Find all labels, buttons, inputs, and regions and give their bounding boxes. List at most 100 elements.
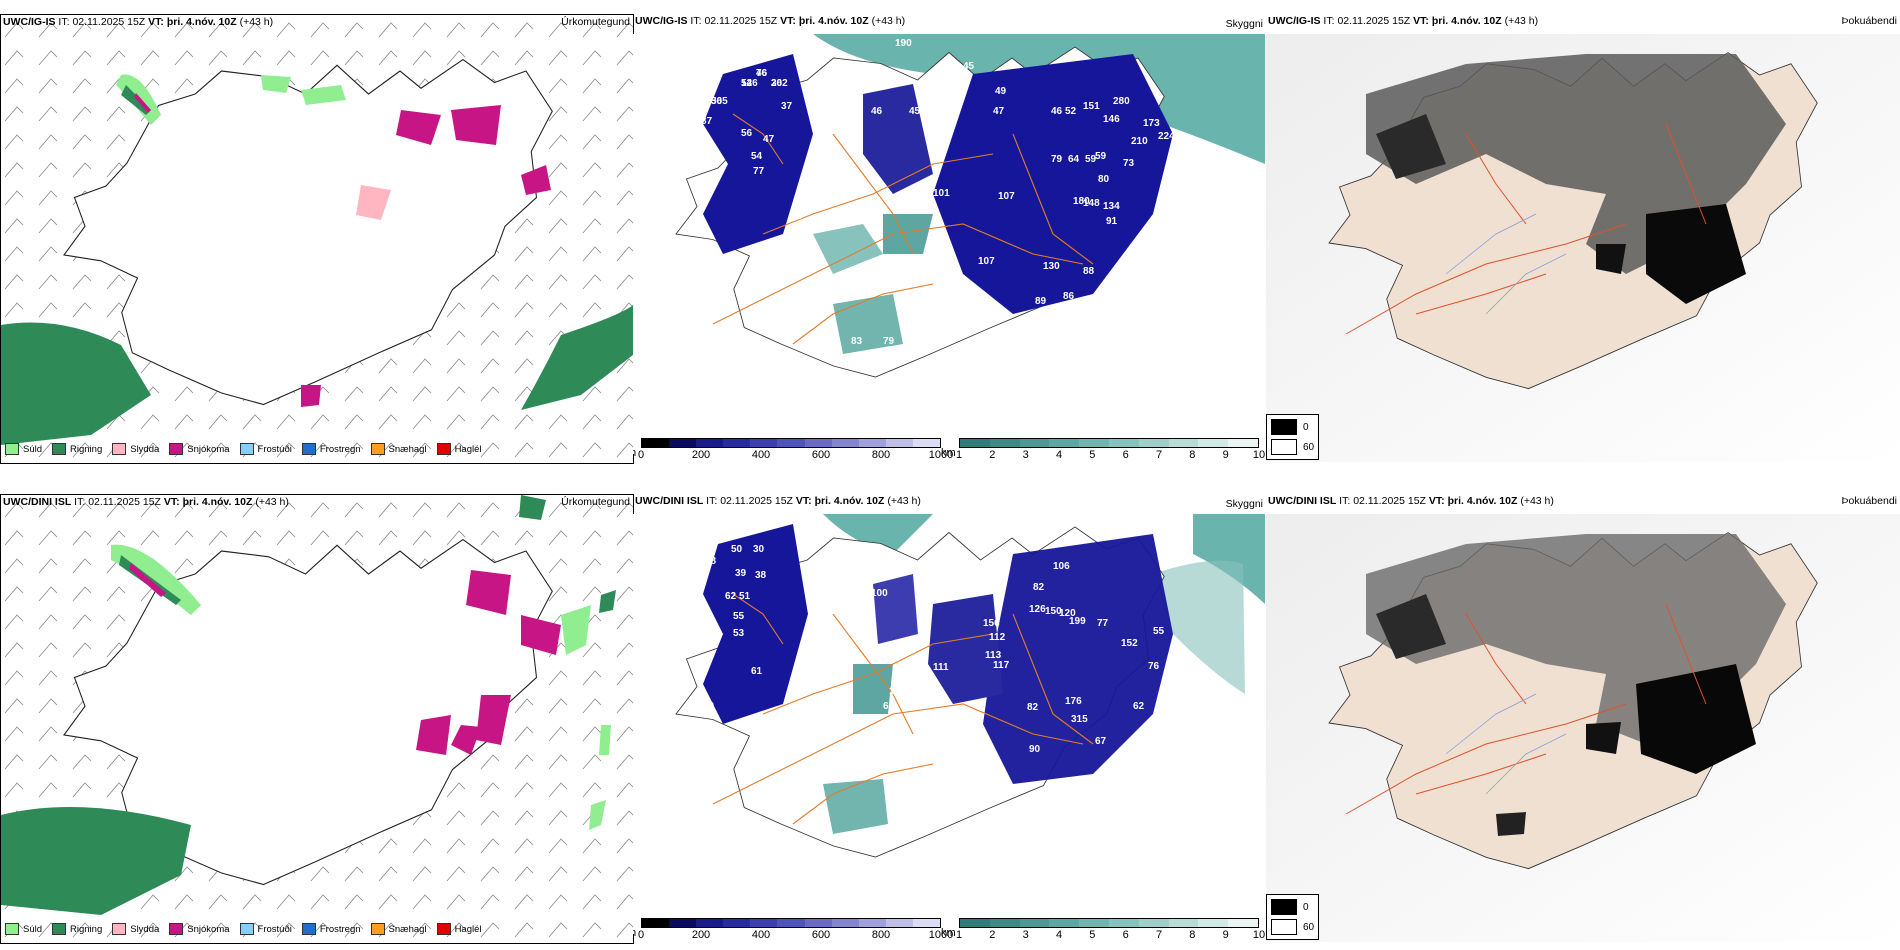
cloud-base-value: 120 [888,381,905,392]
cbar-segment [804,439,832,447]
legend-item: Frostregn [301,443,361,455]
cloud-base-value: 88 [1083,266,1095,277]
cloud-base-value: 79 [1051,154,1063,165]
legend-label: Frostregn [319,923,361,935]
legend-swatch [301,443,316,455]
precip-type-label: Úrkomutegund [561,496,630,508]
legend-swatch [112,443,127,455]
cloud-base-value: 199 [1069,616,1086,627]
cbar-segment [1198,919,1229,927]
cloud-base-value: 139 [889,686,906,697]
cloud-base-value: 47 [993,106,1005,117]
cbar-tick: 7 [1155,449,1163,461]
cbar-tick: 2 [989,929,996,941]
legend-item: Snjókoma [169,443,230,455]
cloud-base-value: 77 [1097,618,1109,629]
cbar-tick: 4 [1055,449,1063,461]
legend-swatch [52,923,67,935]
cloud-base-value: 146 [1103,114,1120,125]
cbar-tick: 10 [1252,929,1265,941]
legend-swatch [5,443,19,455]
cloud-base-value: 79 [883,336,895,347]
cbar-segment [912,919,941,927]
cbar-tick: 800 [871,929,891,941]
legend-label: Haglél [454,443,482,455]
cloud-base-value: 45 [963,61,975,72]
cbar-tick: 600 [811,449,831,461]
legend-label: Súld [23,443,43,455]
cbar-segment [989,439,1020,447]
cloud-base-value: 80 [1098,174,1110,185]
cloud-base-value: 180 [1073,196,1090,207]
precip-type-panel-1: UWC/IG-IS IT: 02.11.2025 15Z VT: þri. 4.… [0,14,634,464]
legend-label: Frostúði [257,923,292,935]
cbar-segment [1108,919,1139,927]
legend-swatch [370,443,385,455]
cbar-tick: 5 [1089,449,1096,461]
cloud-base-value: 210 [1131,136,1148,147]
cbar-segment [1019,439,1050,447]
cloud-label: Skyggni [1225,498,1263,510]
cloud-base-value: 56 [711,96,723,107]
cloud-base-value: 120 [1059,608,1076,619]
cbar-segment [960,439,990,447]
cloud-base-value: 280 [1113,96,1130,107]
cloud-base-value: 45 [909,106,921,117]
cloud-base-value: 90 [1029,744,1041,755]
cloud-base-value: 89 [1035,296,1047,307]
cloud-base-value: 37 [781,101,793,112]
cbar-segment [1168,439,1199,447]
cloud-base-value: 107 [998,191,1015,202]
cloud-base-value: 176 [1065,696,1082,707]
fog-label: Þokuábendi [1841,495,1897,507]
cloud-base-value: 148 [1083,198,1100,209]
cbar-segment [1079,439,1109,447]
cbar-km: km 1 2 3 4 5 6 7 8 9 10 [941,438,1265,462]
cloud-base-value: 46 [756,68,768,79]
legend-label: Slydda [130,443,160,455]
precip-legend: Súld Rigning Slydda Snjókoma Frostúði Frostre… [5,923,482,935]
legend-item: Snjókoma [169,923,230,935]
cloud-base-value: 48 [705,556,717,567]
cloud-base-value: 173 [1143,118,1160,129]
cloud-base-value: 64 [1068,154,1080,165]
cbar-tick: 600 [811,929,831,941]
cbar-segment [1168,919,1199,927]
panel-title: UWC/IG-IS IT: 02.11.2025 15Z VT: þri. 4.… [1268,15,1539,27]
cloud-base-value: 55 [733,611,745,622]
cloud-base-value: 156 [983,618,1000,629]
cloud-base-value: 111 [933,662,949,673]
cloud-panel-1: 50 46 52 30 56 37 87 56 47 54 77 63 46 45 48 45 49 47 46 52… [633,14,1265,462]
cbar-tick: 10 [1252,449,1265,461]
cbar-tick: 0 [637,449,645,461]
cloud-base-value: 39 [735,568,747,579]
legend-item: Frostregn [301,923,361,935]
cloud-base-value: 126 [1029,604,1046,615]
cloud-base-value: 117 [993,660,1010,671]
legend-label: Snæhagl [388,443,427,455]
legend-item: Súld [5,923,42,935]
legend-swatch [5,923,19,935]
cloud-base-value: 122 [915,718,932,729]
legend-label: Súld [23,923,43,935]
precip-type-label: Úrkomutegund [561,16,630,28]
cloud-base-value: 224 [1158,131,1175,142]
cbar-tick: 1 [955,929,963,941]
legend-item: Rigning [52,443,102,455]
cloud-base-value: 106 [1053,561,1070,572]
cbar-segment [1079,919,1109,927]
cloud-base-value: 52 [1065,106,1077,117]
cloud-base-value: 135 [839,746,856,757]
cbar-segment [696,919,724,927]
legend-swatch [239,443,254,455]
cbar-tick: 9 [1222,929,1229,941]
cloud-base-value: 190 [895,38,912,49]
legend-label: Frostregn [319,443,361,455]
cloud-base-value: 77 [753,166,765,177]
cloud-base-value: 59 [1085,154,1097,165]
legend-swatch [301,923,316,935]
cbar-tick: 0 [637,929,645,941]
cbar-segment [750,439,778,447]
cloud-base-value: 30 [753,544,765,555]
